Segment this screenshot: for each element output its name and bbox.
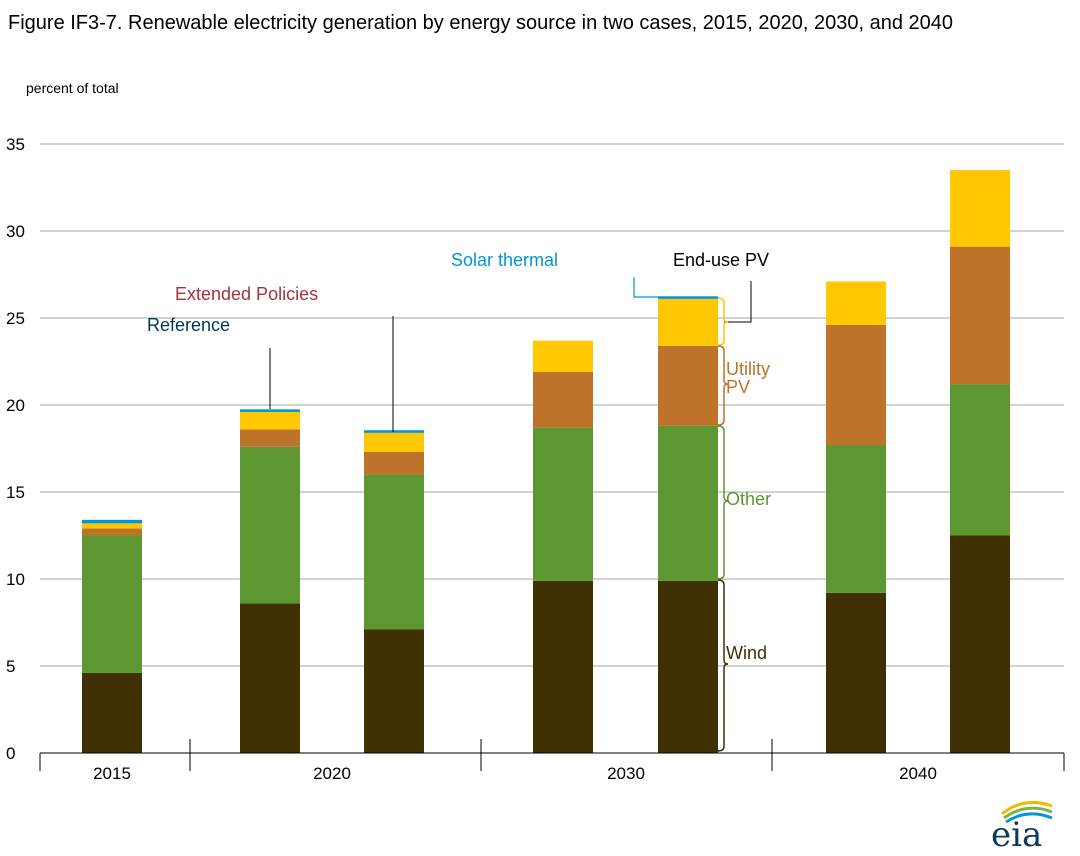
stacked-bar — [82, 519, 142, 753]
eia-logo: eia — [991, 800, 1053, 850]
wind-label: Wind — [726, 643, 767, 663]
bar-segment-wind — [533, 580, 593, 753]
eia-logo-text: eia — [991, 815, 1042, 850]
bar-segment-solar-thermal — [82, 519, 142, 524]
y-unit-label: percent of total — [26, 80, 119, 96]
bar-segment-end-use-pv — [240, 411, 300, 430]
bar-segment-utility-pv — [950, 246, 1010, 385]
y-tick-label: 25 — [6, 309, 25, 328]
bar-segment-other — [826, 445, 886, 593]
x-tick-label: 2040 — [899, 764, 937, 783]
wind-brace — [717, 579, 729, 752]
x-axis: 2015 2020 2030 2040 — [39, 739, 1065, 783]
stacked-bar — [826, 281, 886, 753]
bar-segment-other — [240, 446, 300, 604]
other-brace — [717, 425, 729, 580]
bar-segment-wind — [240, 603, 300, 753]
annotations: Solar thermal End-use PV Extended Polici… — [147, 250, 771, 752]
bar-segment-end-use-pv — [658, 298, 718, 346]
end-use-pv-label: End-use PV — [673, 250, 769, 270]
end-use-pv-brace — [717, 297, 729, 346]
bar-segment-wind — [826, 592, 886, 753]
bar-segment-end-use-pv — [950, 170, 1010, 247]
bar-segment-other — [82, 535, 142, 673]
solar-thermal-leader-line — [633, 277, 716, 298]
y-tick-label: 0 — [6, 744, 15, 763]
bar-segment-other — [533, 427, 593, 581]
utility-pv-brace — [717, 345, 729, 426]
bars — [82, 170, 1010, 753]
bar-segment-end-use-pv — [82, 523, 142, 529]
bar-segment-end-use-pv — [533, 340, 593, 372]
utility-pv-label-line2: PV — [726, 377, 750, 397]
bar-segment-solar-thermal — [240, 409, 300, 412]
y-tick-label: 15 — [6, 483, 25, 502]
stacked-bar — [240, 409, 300, 753]
solar-thermal-label: Solar thermal — [451, 250, 558, 270]
other-label: Other — [726, 489, 771, 509]
reference-label: Reference — [147, 315, 230, 335]
bar-segment-wind — [950, 535, 1010, 753]
utility-pv-label-line1: Utility — [726, 359, 770, 379]
extended-policies-label: Extended Policies — [175, 284, 318, 304]
stacked-bar — [950, 170, 1010, 753]
bar-segment-end-use-pv — [364, 432, 424, 452]
bar-segment-other — [950, 384, 1010, 536]
bar-segment-utility-pv — [533, 371, 593, 428]
y-tick-label: 20 — [6, 396, 25, 415]
bar-segment-solar-thermal — [364, 430, 424, 433]
stacked-bar — [364, 430, 424, 753]
bar-segment-solar-thermal — [658, 296, 718, 299]
end-use-pv-leader-line — [724, 281, 752, 323]
chart-title: Figure IF3-7. Renewable electricity gene… — [8, 12, 954, 34]
stacked-bar — [533, 340, 593, 753]
bar-segment-utility-pv — [826, 324, 886, 446]
bar-segment-wind — [364, 629, 424, 753]
y-tick-label: 10 — [6, 570, 25, 589]
bar-segment-end-use-pv — [826, 281, 886, 325]
y-tick-label: 30 — [6, 222, 25, 241]
bar-segment-wind — [82, 672, 142, 753]
x-tick-label: 2015 — [93, 764, 131, 783]
bar-segment-utility-pv — [658, 345, 718, 426]
bar-segment-utility-pv — [82, 528, 142, 536]
y-tick-label: 5 — [6, 657, 15, 676]
bar-segment-other — [364, 474, 424, 630]
x-tick-label: 2020 — [313, 764, 351, 783]
bar-segment-other — [658, 425, 718, 581]
x-tick-label: 2030 — [607, 764, 645, 783]
y-tick-label: 35 — [6, 135, 25, 154]
bar-segment-wind — [658, 580, 718, 753]
stacked-bar — [658, 296, 718, 753]
bar-segment-utility-pv — [240, 429, 300, 447]
bar-segment-utility-pv — [364, 451, 424, 475]
